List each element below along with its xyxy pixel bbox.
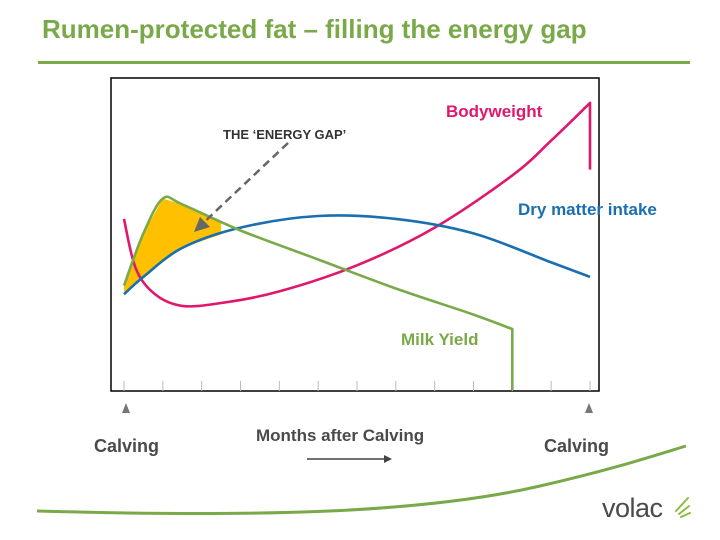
x-end-label: Calving xyxy=(544,436,610,456)
x-axis-title: Months after Calving xyxy=(256,426,425,445)
series-label-milk-yield: Milk Yield xyxy=(401,330,479,349)
x-start-label: Calving xyxy=(94,436,160,456)
series-line-milk-yield xyxy=(122,195,514,390)
series-label-bodyweight: Bodyweight xyxy=(446,102,543,121)
energy-gap-arrowhead xyxy=(194,217,210,232)
x-axis-ticks xyxy=(123,381,591,391)
logo-leaf-icon xyxy=(675,497,691,518)
decorative-swoosh xyxy=(36,444,687,516)
energy-gap-arrow xyxy=(199,142,289,227)
calving-marker-start xyxy=(122,403,130,413)
title-divider xyxy=(38,61,690,64)
plot-frame xyxy=(110,77,600,392)
series-line-bodyweight xyxy=(122,101,592,308)
volac-logo: volac xyxy=(602,493,663,523)
series-line-dry-matter-intake xyxy=(123,214,591,296)
series-label-dry-matter-intake: Dry matter intake xyxy=(518,200,657,219)
series-lines xyxy=(122,101,592,390)
calving-marker-end xyxy=(585,403,593,413)
annotation-energy-gap: THE ‘ENERGY GAP’ xyxy=(223,127,347,142)
energy-gap-area xyxy=(124,198,222,295)
slide-title: Rumen-protected fat – filling the energy… xyxy=(42,14,587,44)
x-direction-arrowhead xyxy=(384,455,392,463)
